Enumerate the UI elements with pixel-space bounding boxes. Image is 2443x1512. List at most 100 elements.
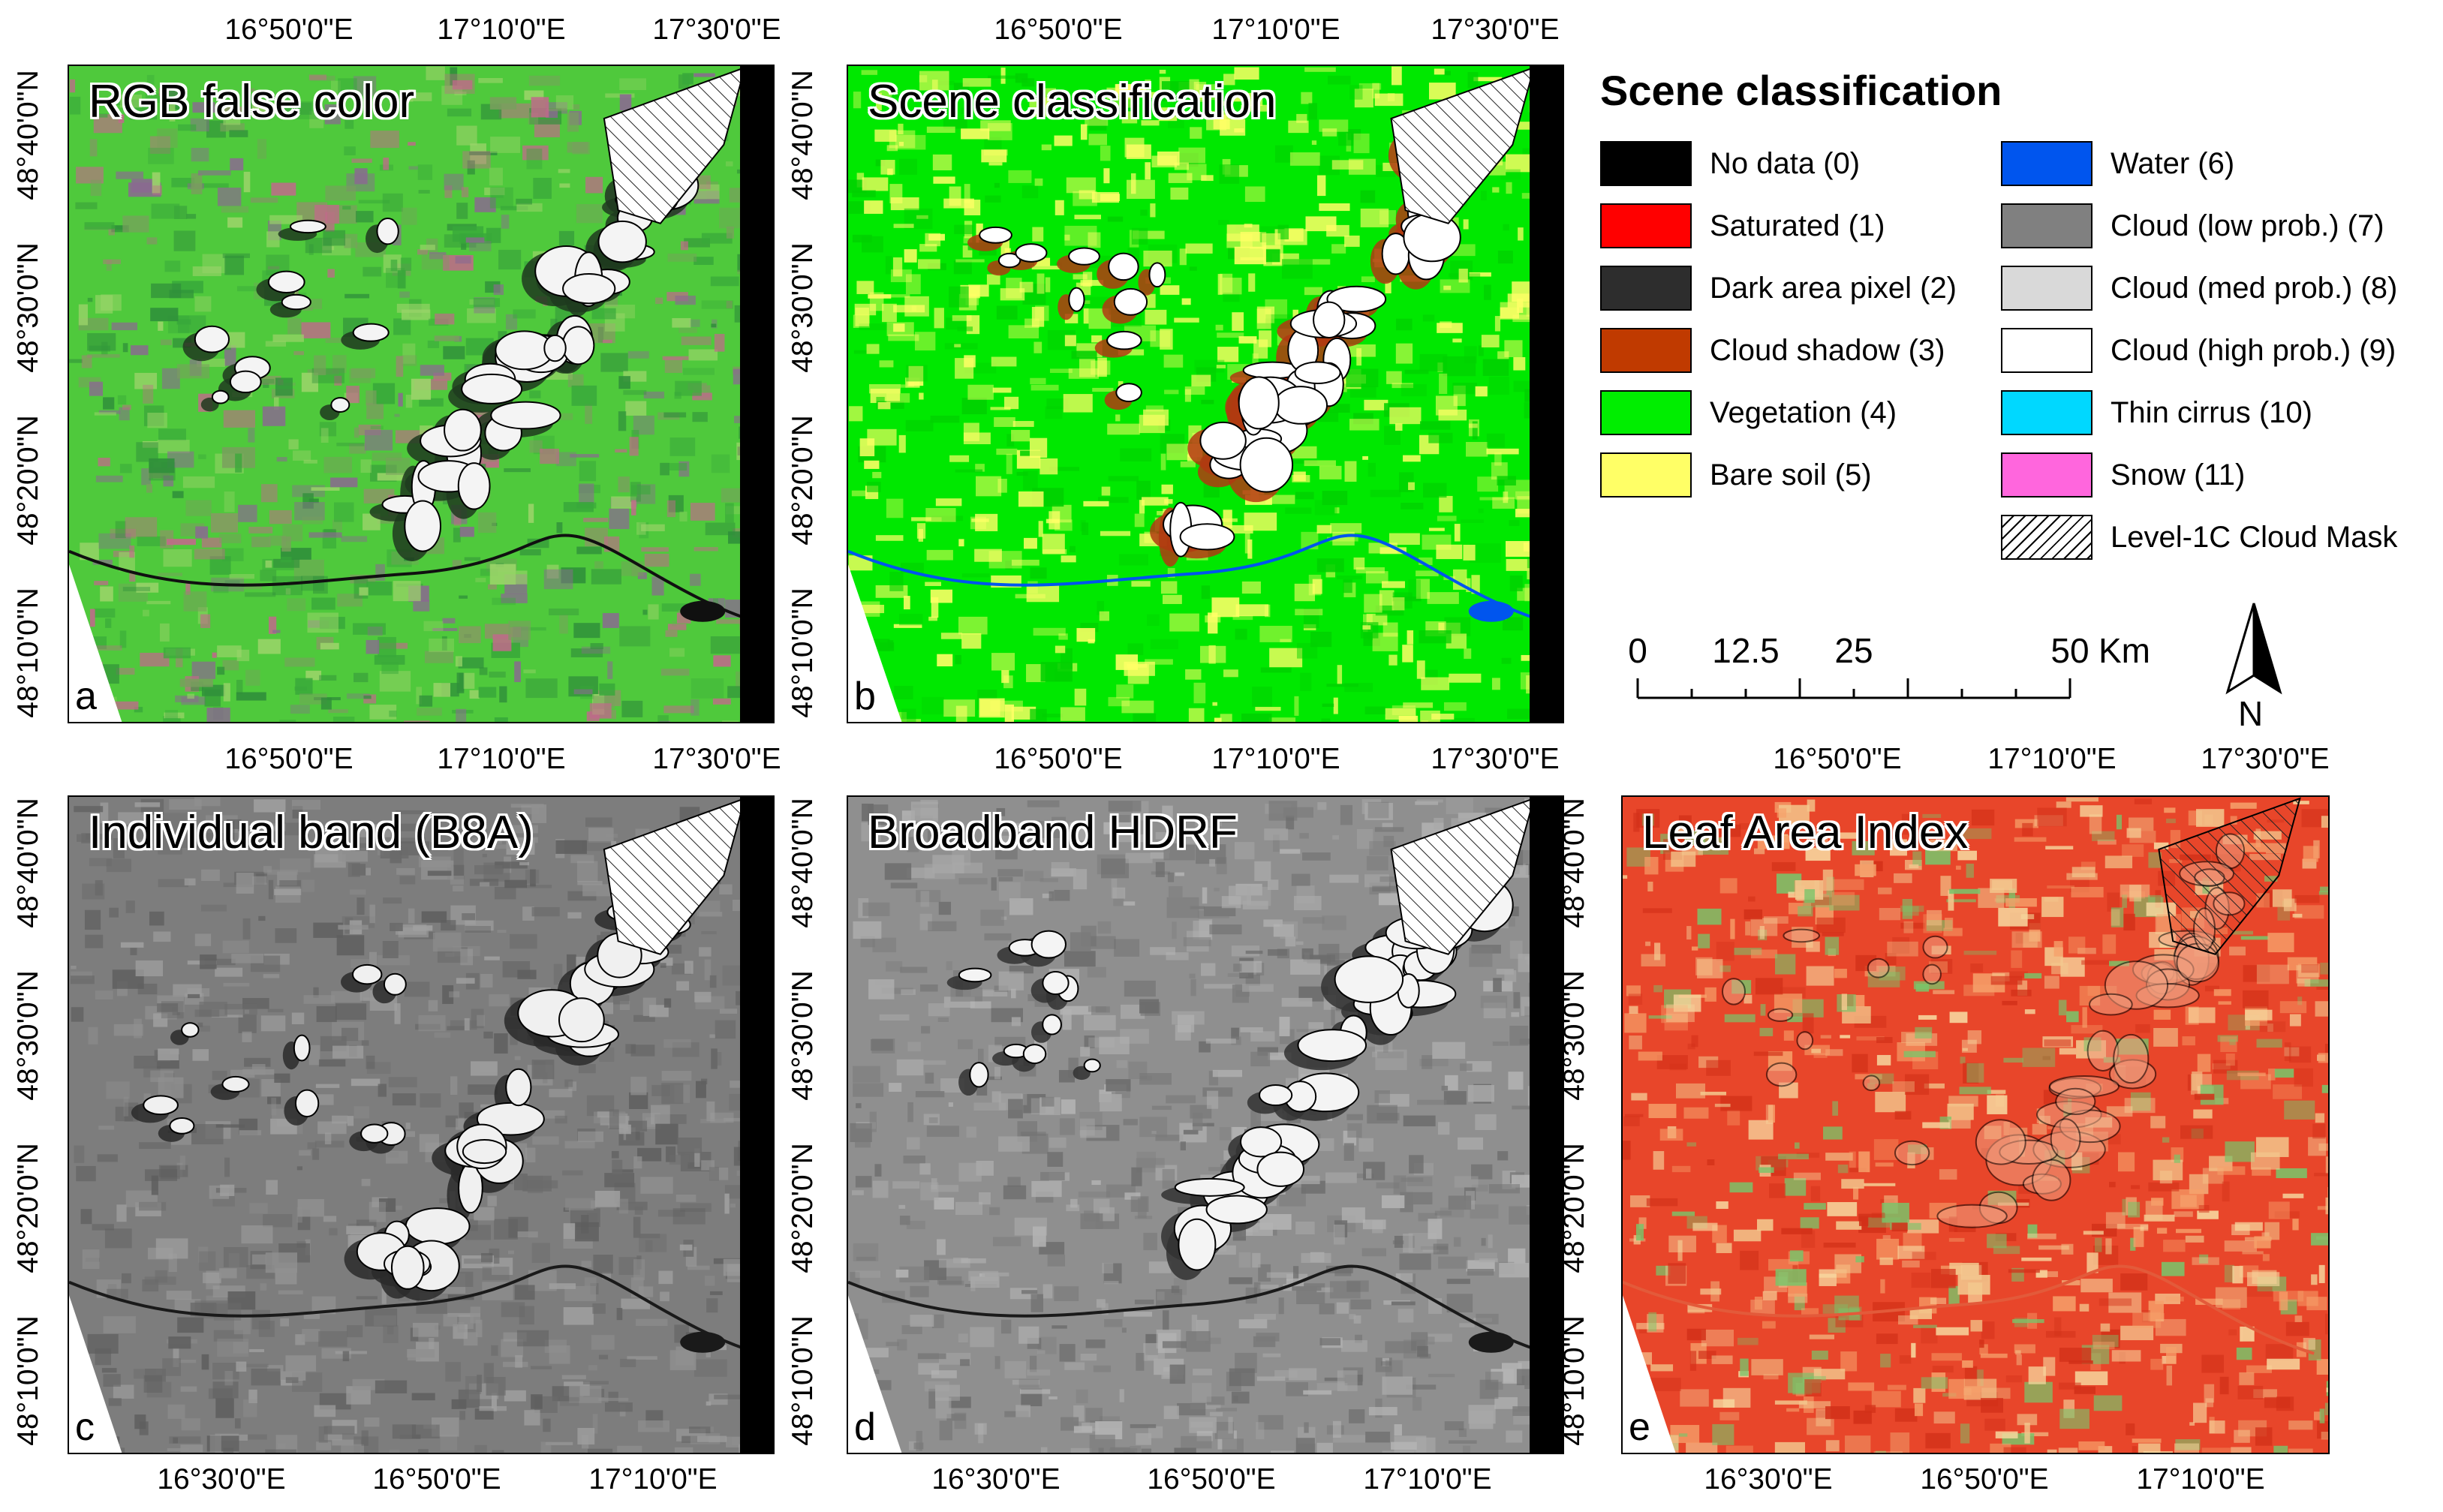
lon-label: 17°10'0"E xyxy=(588,1463,718,1495)
lat-label: 48°40'0"N xyxy=(12,70,44,200)
lon-label: 16°50'0"E xyxy=(994,14,1123,46)
panel-title: Broadband HDRF xyxy=(868,807,1238,858)
lon-label: 17°10'0"E xyxy=(1987,743,2117,775)
lon-label: 17°10'0"E xyxy=(437,743,566,775)
scale-label: 25 xyxy=(1834,631,1873,670)
lon-label: 17°10'0"E xyxy=(1211,743,1340,775)
lon-label: 17°10'0"E xyxy=(1211,14,1340,46)
panel-letter: e xyxy=(1629,1405,1650,1449)
legend-item: Level-1C Cloud Mask xyxy=(2001,515,2397,560)
legend-label: Bare soil (5) xyxy=(1710,458,1872,491)
scale-label: 50 xyxy=(2050,631,2089,670)
north-arrow-label: N xyxy=(2238,694,2264,733)
legend-label: Cloud (low prob.) (7) xyxy=(2111,209,2384,242)
lat-label: 48°10'0"N xyxy=(787,1315,819,1446)
lat-label: 48°20'0"N xyxy=(12,1143,44,1273)
legend-item: Saturated (1) xyxy=(1600,203,1885,248)
legend-item: Cloud (high prob.) (9) xyxy=(2001,328,2396,373)
map-panel-b8a: Individual band (B8A) c xyxy=(68,795,775,1454)
legend-swatch xyxy=(1600,266,1692,311)
north-arrow-icon xyxy=(2225,603,2282,695)
lon-label: 17°30'0"E xyxy=(652,743,781,775)
legend-swatch xyxy=(2001,452,2092,497)
scale-label: 0 xyxy=(1628,631,1647,670)
legend-item: Cloud (med prob.) (8) xyxy=(2001,266,2397,311)
lon-label: 16°50'0"E xyxy=(1773,743,1902,775)
lat-label: 48°20'0"N xyxy=(12,415,44,546)
panel-title: RGB false color xyxy=(89,76,415,128)
lon-label: 16°50'0"E xyxy=(224,743,354,775)
map-panel-leaf-area-index: Leaf Area Index e xyxy=(1621,795,2330,1454)
legend-item: Bare soil (5) xyxy=(1600,452,1872,497)
legend-label: Thin cirrus (10) xyxy=(2111,395,2312,429)
lat-label: 48°30'0"N xyxy=(12,242,44,373)
lat-label: 48°20'0"N xyxy=(787,415,819,546)
lat-label: 48°10'0"N xyxy=(12,1315,44,1446)
legend-item: Vegetation (4) xyxy=(1600,390,1897,435)
legend-label: Snow (11) xyxy=(2111,458,2246,491)
lat-label: 48°20'0"N xyxy=(787,1143,819,1273)
legend-item: Dark area pixel (2) xyxy=(1600,266,1957,311)
lon-label: 16°50'0"E xyxy=(372,1463,501,1495)
legend-item: Water (6) xyxy=(2001,141,2234,186)
lon-label: 17°30'0"E xyxy=(2201,743,2330,775)
legend-swatch xyxy=(2001,203,2092,248)
lon-label: 16°50'0"E xyxy=(224,14,354,46)
lon-label: 17°10'0"E xyxy=(2136,1463,2265,1495)
map-image-leaf-area-index xyxy=(1623,797,2328,1453)
legend-item: Snow (11) xyxy=(2001,452,2245,497)
lon-label: 16°30'0"E xyxy=(931,1463,1061,1495)
map-image-broadband-hdrf xyxy=(848,797,1563,1453)
legend-label: Cloud (med prob.) (8) xyxy=(2111,271,2398,305)
no-data-strip xyxy=(1530,66,1563,722)
lon-label: 16°50'0"E xyxy=(994,743,1123,775)
panel-letter: a xyxy=(75,675,97,718)
lon-label: 16°50'0"E xyxy=(1920,1463,2049,1495)
scale-label: 12.5 xyxy=(1712,631,1780,670)
lat-label: 48°30'0"N xyxy=(787,242,819,373)
map-panel-broadband-hdrf: Broadband HDRF d xyxy=(847,795,1564,1454)
legend-item: Cloud (low prob.) (7) xyxy=(2001,203,2384,248)
no-data-strip xyxy=(1530,797,1563,1453)
lon-label: 17°30'0"E xyxy=(652,14,781,46)
legend-label: Dark area pixel (2) xyxy=(1710,271,1957,305)
panel-letter: c xyxy=(75,1405,95,1449)
legend-item: Cloud shadow (3) xyxy=(1600,328,1945,373)
legend-item: No data (0) xyxy=(1600,141,1860,186)
no-data-strip xyxy=(740,66,773,722)
legend-label: Saturated (1) xyxy=(1710,209,1885,242)
panel-title: Individual band (B8A) xyxy=(89,807,534,858)
legend-swatch xyxy=(1600,141,1692,186)
lat-label: 48°30'0"N xyxy=(12,970,44,1101)
scale-unit: Km xyxy=(2099,631,2150,670)
no-data-strip xyxy=(740,797,773,1453)
lat-label: 48°30'0"N xyxy=(787,970,819,1101)
map-image-rgb xyxy=(69,66,773,722)
legend-swatch xyxy=(2001,266,2092,311)
legend-swatch xyxy=(2001,515,2092,560)
legend-title: Scene classification xyxy=(1600,67,2002,114)
legend-item: Thin cirrus (10) xyxy=(2001,390,2312,435)
lon-label: 17°30'0"E xyxy=(1431,14,1560,46)
lon-label: 16°30'0"E xyxy=(157,1463,286,1495)
lat-label: 48°10'0"N xyxy=(12,588,44,718)
lat-label: 48°40'0"N xyxy=(787,798,819,928)
legend-label: Level-1C Cloud Mask xyxy=(2111,520,2398,554)
panel-title: Leaf Area Index xyxy=(1642,807,1969,858)
legend-label: Vegetation (4) xyxy=(1710,395,1897,429)
legend-swatch xyxy=(1600,452,1692,497)
legend-swatch xyxy=(1600,203,1692,248)
lon-label: 16°50'0"E xyxy=(1147,1463,1276,1495)
legend-swatch xyxy=(2001,390,2092,435)
legend-label: Water (6) xyxy=(2111,146,2235,180)
map-panel-rgb: RGB false color a xyxy=(68,65,775,723)
legend-swatch xyxy=(2001,328,2092,373)
legend-label: Cloud shadow (3) xyxy=(1710,333,1945,367)
scale-bar-line xyxy=(1636,678,2071,699)
legend-swatch xyxy=(2001,141,2092,186)
legend-label: No data (0) xyxy=(1710,146,1861,180)
map-image-scene-classification xyxy=(848,66,1563,722)
lon-label: 17°30'0"E xyxy=(1431,743,1560,775)
panel-letter: b xyxy=(854,675,876,718)
lon-label: 17°10'0"E xyxy=(437,14,566,46)
